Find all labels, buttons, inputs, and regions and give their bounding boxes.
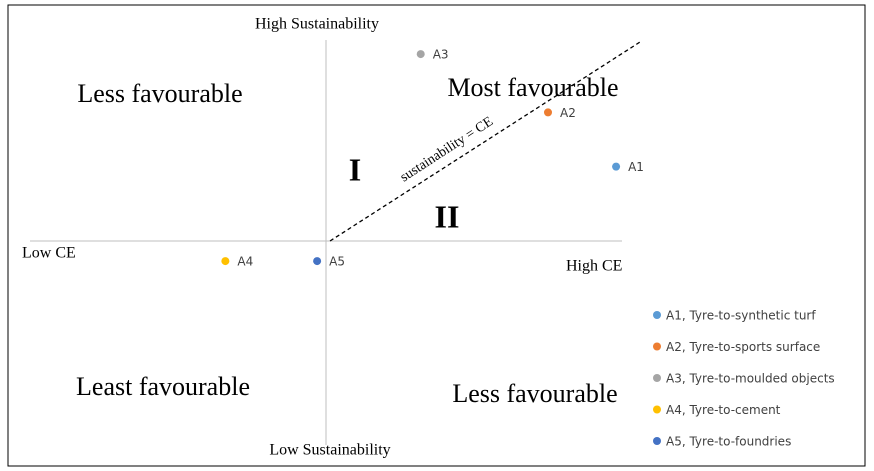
point (313, 257, 322, 266)
point-label: A3 (433, 48, 449, 62)
legend-marker (653, 437, 661, 445)
zone-label: I (349, 151, 361, 187)
diagonal-line (329, 41, 641, 242)
point-label: A4 (237, 255, 253, 269)
quadrant-label: Least favourable (76, 372, 250, 401)
quadrant-label: Most favourable (447, 73, 618, 102)
point (416, 50, 425, 59)
axis-label: High CE (566, 258, 622, 275)
legend-label: A1, Tyre-to-synthetic turf (666, 309, 816, 323)
quadrant-label: Less favourable (452, 379, 617, 408)
zone-label: II (435, 198, 460, 234)
point-label: A1 (628, 160, 644, 174)
legend-marker (653, 374, 661, 382)
frame (7, 4, 866, 467)
legend-label: A3, Tyre-to-moulded objects (666, 372, 835, 386)
legend-label: A5, Tyre-to-foundries (666, 435, 791, 449)
axis-label: Low Sustainability (269, 442, 390, 459)
legend-marker (653, 342, 661, 351)
legend-label: A4, Tyre-to-cement (666, 403, 781, 417)
legend-label: A2, Tyre-to-sports surface (666, 340, 820, 354)
legend-marker (653, 311, 661, 319)
point (544, 108, 552, 117)
legend-marker (653, 405, 661, 414)
point (612, 162, 621, 171)
point (221, 257, 230, 266)
point-label: A2 (560, 106, 576, 120)
quadrant-label: Less favourable (77, 79, 242, 108)
axis-label: High Sustainability (255, 16, 379, 33)
axis-label: Low CE (22, 245, 76, 262)
point-label: A5 (329, 255, 345, 269)
